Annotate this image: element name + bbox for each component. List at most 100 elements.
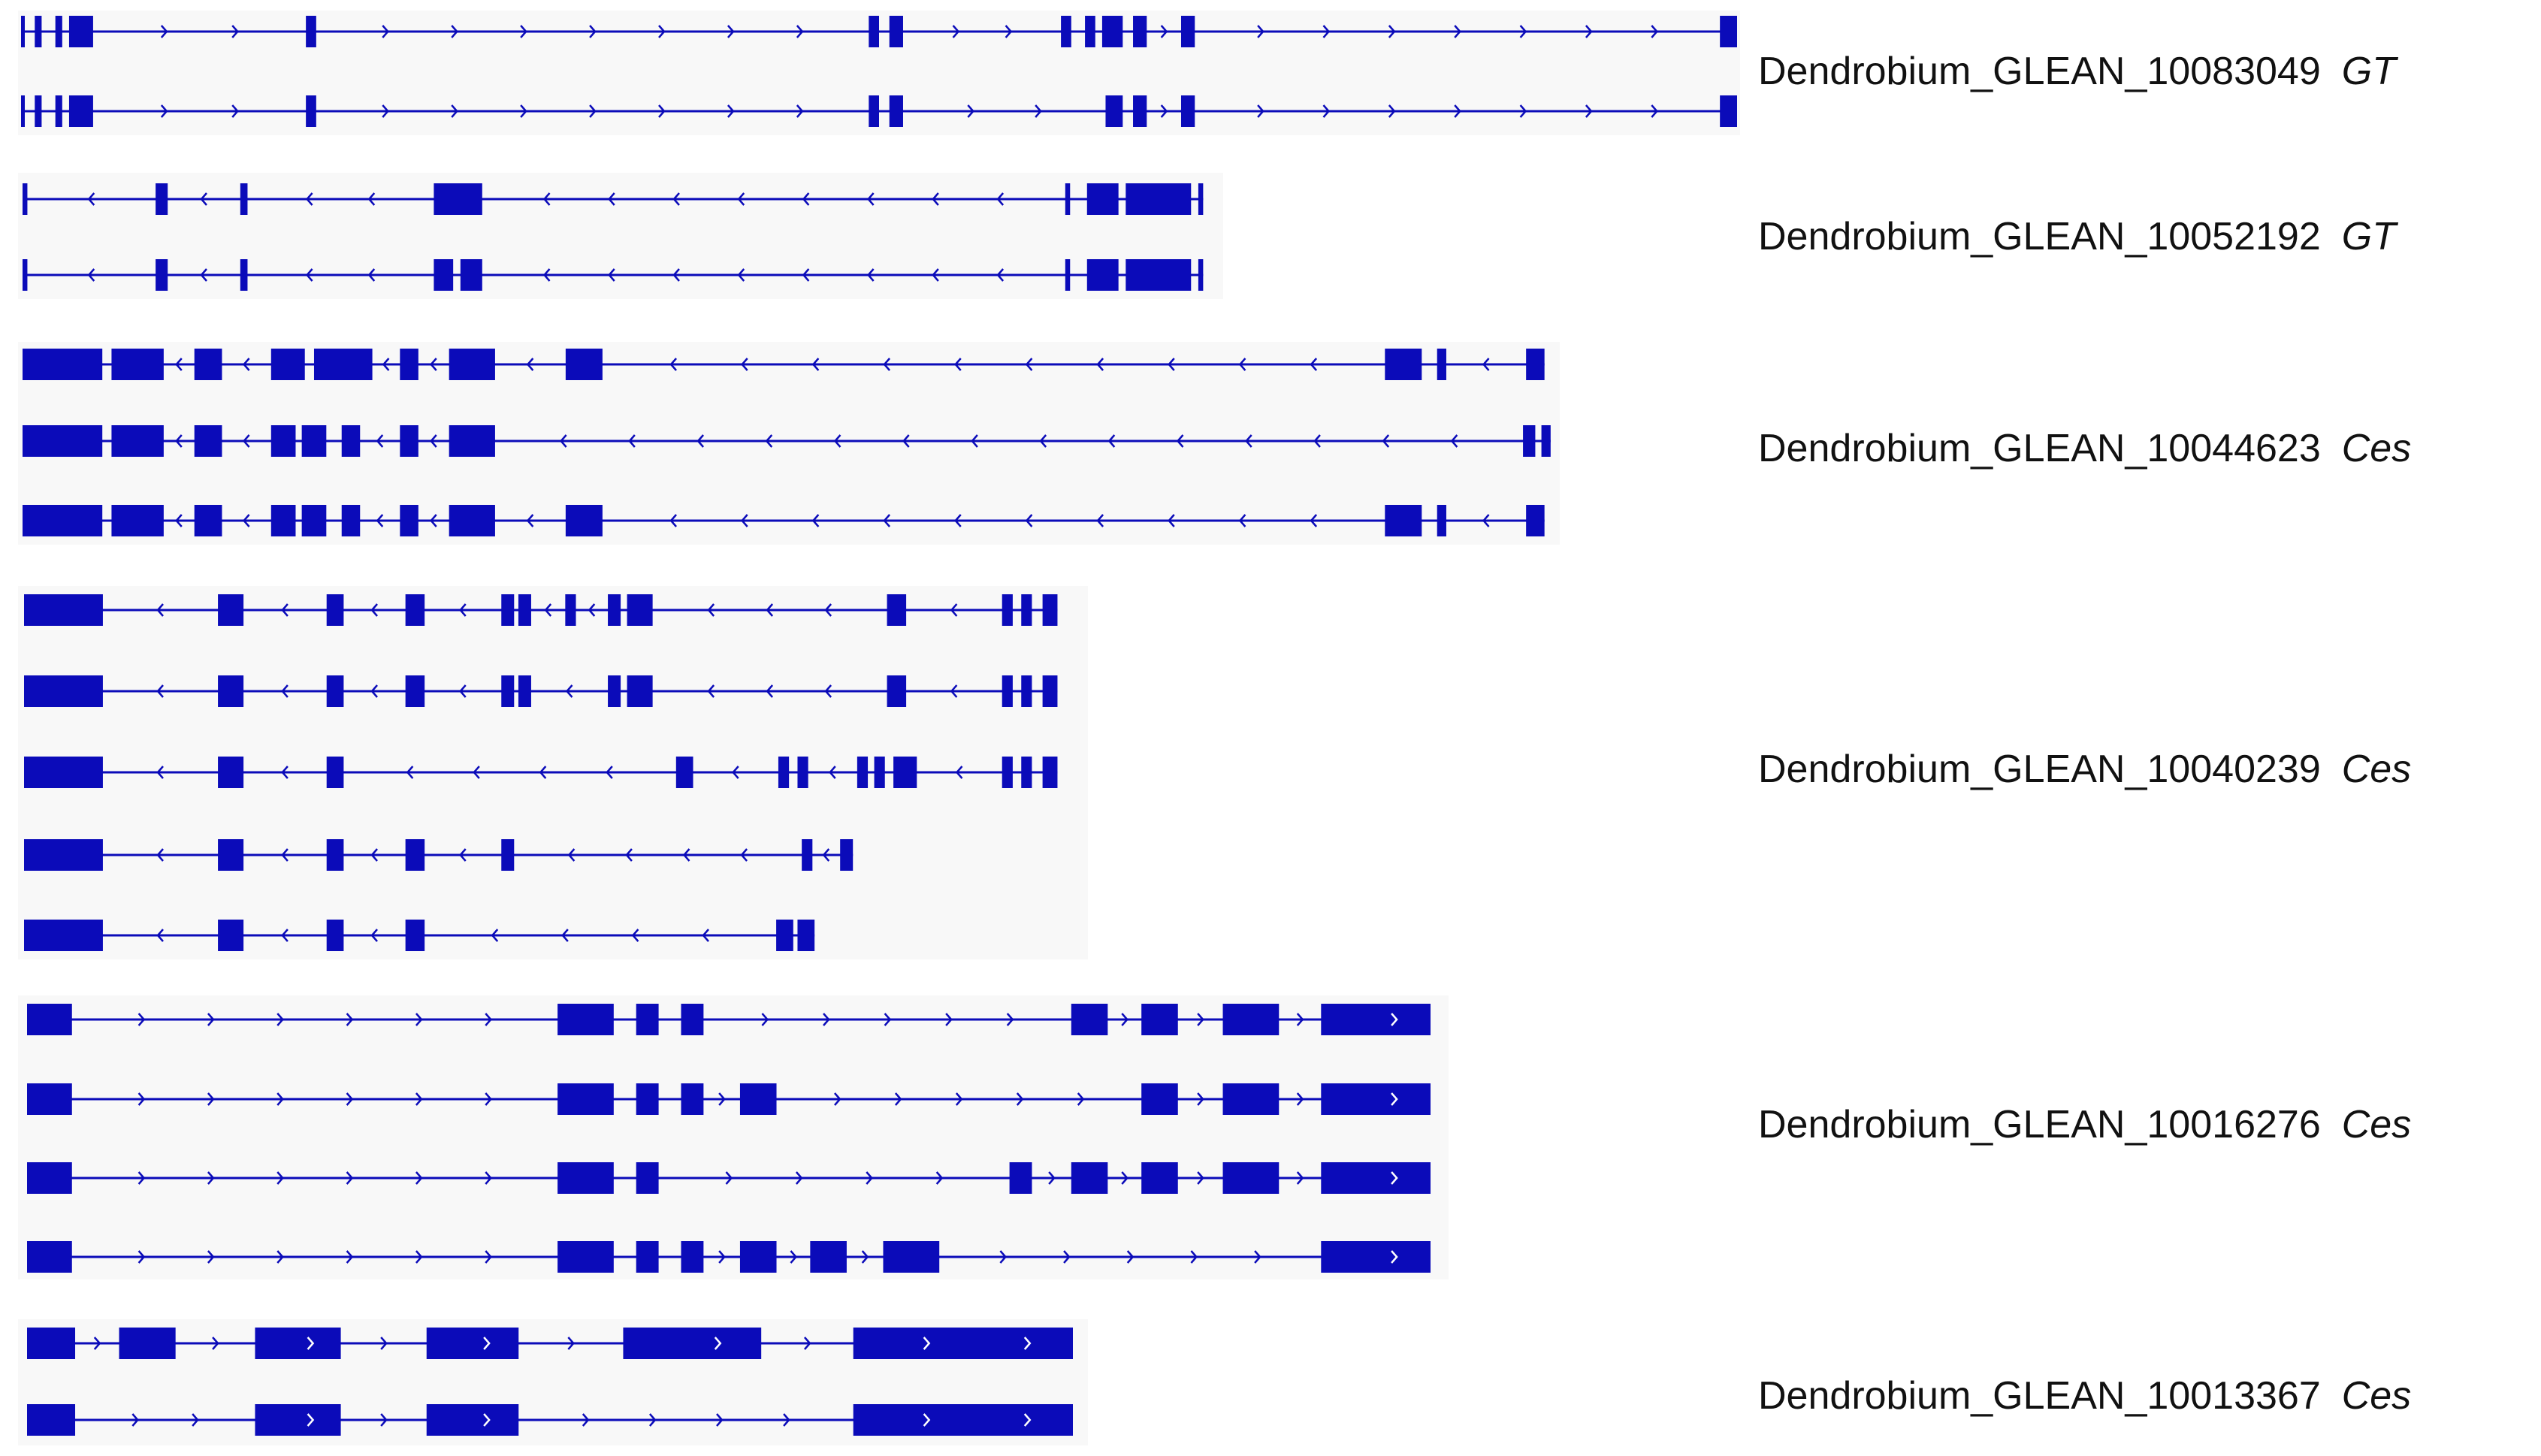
transcript-2 bbox=[23, 425, 1551, 457]
strand-arrow bbox=[567, 1337, 576, 1350]
exon-block bbox=[119, 1328, 176, 1359]
strand-arrow bbox=[430, 434, 437, 448]
strand-arrow bbox=[766, 684, 774, 698]
strand-arrow bbox=[382, 104, 389, 118]
strand-arrow bbox=[669, 514, 677, 527]
exon-block bbox=[218, 675, 244, 707]
exon-block bbox=[1437, 349, 1446, 380]
strand-arrow bbox=[307, 1337, 315, 1350]
exon-block bbox=[565, 594, 576, 626]
exon-block bbox=[326, 839, 344, 871]
strand-arrow bbox=[824, 603, 832, 617]
strand-arrow bbox=[1023, 1337, 1032, 1350]
strand-arrow bbox=[207, 1250, 215, 1264]
exon-block bbox=[1198, 259, 1204, 291]
strand-arrow bbox=[1096, 514, 1104, 527]
exon-block bbox=[27, 1162, 72, 1194]
exon-block bbox=[306, 95, 316, 127]
strand-arrow bbox=[1310, 514, 1318, 527]
strand-arrow bbox=[954, 514, 962, 527]
strand-arrow bbox=[1296, 1171, 1304, 1185]
strand-arrow bbox=[520, 104, 527, 118]
strand-arrow bbox=[520, 25, 527, 38]
exon-block bbox=[449, 425, 495, 457]
exon-block bbox=[636, 1083, 659, 1115]
exon-block bbox=[1180, 95, 1195, 127]
exon-block bbox=[1133, 16, 1147, 47]
strand-arrow bbox=[380, 1413, 388, 1427]
transcript-5 bbox=[24, 920, 815, 951]
strand-arrow bbox=[485, 1092, 492, 1106]
exon-block bbox=[405, 920, 425, 951]
strand-arrow bbox=[1519, 25, 1527, 38]
exon-block bbox=[778, 757, 790, 788]
exon-block bbox=[400, 505, 418, 536]
exon-block bbox=[1125, 183, 1192, 215]
strand-arrow bbox=[485, 1013, 492, 1026]
strand-arrow bbox=[305, 268, 313, 282]
strand-arrow bbox=[829, 766, 836, 779]
exon-block bbox=[1222, 1004, 1280, 1035]
exon-block bbox=[893, 757, 917, 788]
exon-block bbox=[240, 183, 248, 215]
exon-block bbox=[194, 349, 222, 380]
exon-block bbox=[306, 16, 316, 47]
exon-block bbox=[1071, 1162, 1108, 1194]
exon-block bbox=[449, 349, 495, 380]
strand-arrow bbox=[212, 1337, 219, 1350]
strand-arrow bbox=[702, 929, 709, 942]
strand-arrow bbox=[672, 268, 680, 282]
exon-block bbox=[68, 16, 93, 47]
exon-block bbox=[874, 757, 885, 788]
strand-arrow bbox=[415, 1013, 423, 1026]
gene-label: Dendrobium_GLEAN_10040239 Ces bbox=[1758, 750, 2411, 789]
exon-block bbox=[681, 1083, 704, 1115]
exon-block bbox=[1021, 757, 1032, 788]
strand-arrow bbox=[346, 1171, 354, 1185]
transcript-2 bbox=[21, 95, 1737, 127]
strand-arrow bbox=[430, 514, 437, 527]
exon-block bbox=[636, 1241, 659, 1273]
strand-arrow bbox=[305, 192, 313, 206]
strand-arrow bbox=[156, 766, 164, 779]
strand-arrow bbox=[1313, 434, 1321, 448]
strand-arrow bbox=[732, 766, 739, 779]
strand-arrow bbox=[160, 104, 168, 118]
gene-family: Ces bbox=[2341, 748, 2412, 791]
exon-block bbox=[1105, 95, 1123, 127]
exon-block bbox=[313, 349, 373, 380]
exon-block bbox=[460, 259, 482, 291]
strand-arrow bbox=[1025, 514, 1033, 527]
transcript-2 bbox=[23, 259, 1204, 291]
exon-block bbox=[1437, 505, 1446, 536]
strand-arrow bbox=[1391, 1171, 1398, 1185]
strand-arrow bbox=[628, 434, 636, 448]
strand-arrow bbox=[1176, 434, 1184, 448]
strand-arrow bbox=[1391, 1013, 1398, 1026]
strand-arrow bbox=[370, 603, 378, 617]
gene-model-Dendrobium_GLEAN_10013367 bbox=[18, 1319, 1088, 1445]
strand-arrow bbox=[367, 192, 376, 206]
exon-block bbox=[501, 594, 515, 626]
exon-block bbox=[1321, 1083, 1431, 1115]
strand-arrow bbox=[281, 848, 289, 862]
strand-arrow bbox=[137, 1013, 146, 1026]
strand-arrow bbox=[281, 603, 289, 617]
exon-block bbox=[518, 675, 531, 707]
strand-arrow bbox=[822, 848, 830, 862]
exon-block bbox=[24, 920, 103, 951]
strand-arrow bbox=[1482, 358, 1490, 371]
exon-block bbox=[400, 349, 418, 380]
exon-block bbox=[23, 259, 28, 291]
strand-arrow bbox=[276, 1171, 284, 1185]
strand-arrow bbox=[1454, 25, 1461, 38]
strand-arrow bbox=[950, 684, 958, 698]
strand-arrow bbox=[737, 192, 745, 206]
strand-arrow bbox=[658, 25, 666, 38]
exon-block bbox=[889, 16, 903, 47]
strand-arrow bbox=[200, 268, 207, 282]
exon-block bbox=[194, 505, 222, 536]
exon-block bbox=[636, 1162, 659, 1194]
strand-arrow bbox=[207, 1092, 215, 1106]
strand-arrow bbox=[1197, 1092, 1204, 1106]
